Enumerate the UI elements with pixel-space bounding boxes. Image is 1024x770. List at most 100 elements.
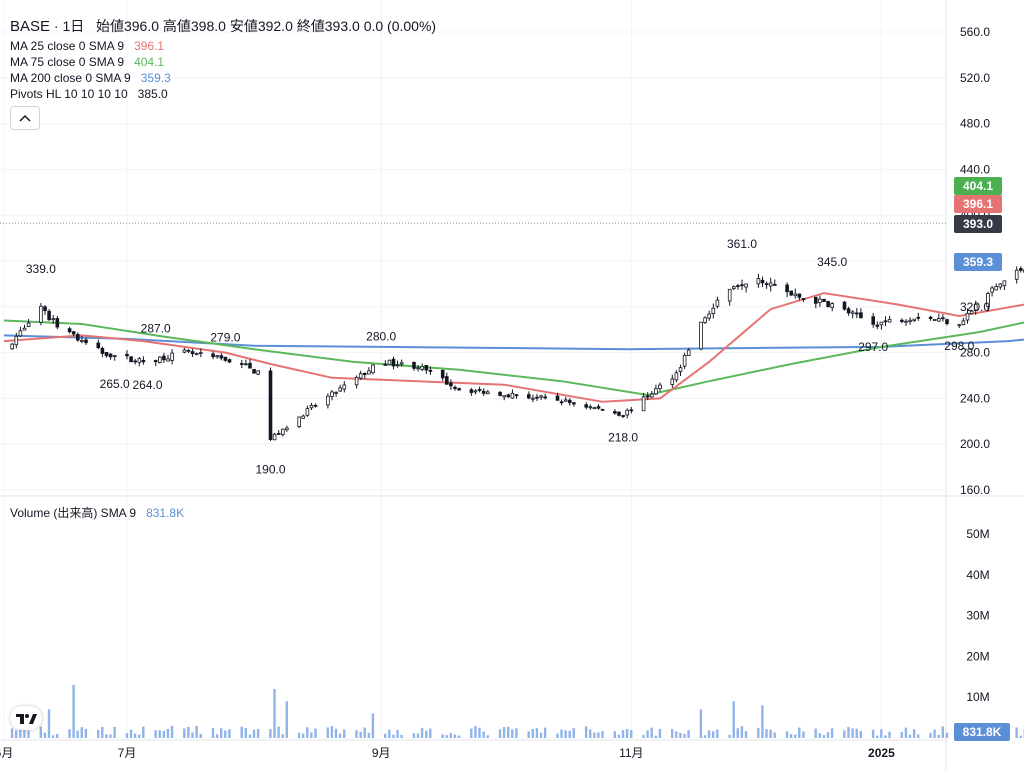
volume-bar	[502, 727, 506, 738]
volume-bar	[400, 734, 403, 738]
ma25-line	[3, 292, 1024, 403]
volume-bar	[703, 735, 707, 738]
candle-body	[842, 301, 847, 310]
time-tick-label: 2025	[868, 746, 895, 760]
volume-bar	[646, 730, 649, 738]
candle-body	[469, 389, 474, 393]
candle-body	[10, 343, 15, 350]
volume-bar	[306, 727, 309, 738]
candle-body	[367, 370, 371, 375]
collapse-legend-button[interactable]	[10, 106, 40, 130]
open-value: 396.0	[123, 18, 159, 34]
volume-bar	[728, 734, 731, 738]
volume-bar	[642, 734, 645, 738]
pivot-low-label: 265.0	[100, 377, 130, 391]
pivot-high-label: 345.0	[817, 255, 847, 269]
volume-bar	[818, 733, 821, 738]
volume-tick-label: 10M	[966, 690, 989, 704]
volume-bar	[650, 727, 653, 738]
volume-bar	[396, 729, 399, 738]
symbol-name[interactable]: BASE	[10, 18, 51, 35]
candle-body	[883, 320, 888, 323]
candle-body	[14, 335, 19, 346]
volume-bar	[80, 727, 83, 738]
indicator-ma200[interactable]: MA 200 close 0 SMA 9 359.3	[10, 70, 171, 86]
candle-body	[125, 353, 129, 357]
volume-bar	[138, 734, 141, 738]
volume-bar	[297, 732, 301, 738]
volume-bar	[187, 726, 190, 738]
price-tick-label: 320.0	[960, 300, 990, 314]
volume-bar	[441, 734, 444, 738]
candle-body	[133, 360, 138, 363]
volume-bar	[769, 729, 772, 738]
price-badge-label: 393.0	[963, 217, 993, 231]
candle-body	[740, 284, 744, 287]
candle-body	[768, 282, 773, 287]
ma75-line	[3, 319, 1024, 397]
candle-body	[621, 415, 625, 417]
volume-bar	[855, 728, 858, 738]
time-tick-label: 7月	[118, 746, 137, 760]
volume-bar	[228, 729, 231, 738]
candle-body	[600, 408, 605, 411]
candle-body	[338, 387, 342, 392]
candle-body	[826, 301, 830, 307]
pivot-low-label: 297.0	[858, 340, 888, 354]
candle-body	[535, 396, 539, 399]
candle-body	[1014, 269, 1019, 280]
candle-body	[773, 283, 777, 286]
candle-body	[744, 283, 748, 288]
volume-bar	[884, 735, 887, 738]
indicator-ma75[interactable]: MA 75 close 0 SMA 9 404.1	[10, 54, 164, 70]
open-label: 始値	[95, 18, 124, 34]
volume-bar	[732, 701, 735, 738]
pivot-high-label: 361.0	[727, 237, 757, 251]
candle-body	[563, 399, 568, 402]
volume-bar	[240, 726, 243, 738]
candle-body	[904, 320, 908, 323]
pivot-high-label: 280.0	[366, 330, 396, 344]
volume-bar	[211, 728, 215, 738]
candle-body	[391, 358, 396, 367]
volume-bar	[675, 731, 678, 738]
candle-body	[937, 318, 941, 322]
volume-bar	[474, 726, 477, 738]
candle-body	[268, 370, 273, 440]
volume-bar	[826, 732, 830, 738]
candle-body	[416, 367, 420, 370]
volume-bar	[699, 709, 703, 738]
volume-bar	[10, 728, 14, 738]
tradingview-logo-icon[interactable]	[10, 706, 42, 730]
high-value: 398.0	[190, 18, 226, 34]
candle-body	[957, 324, 962, 327]
volume-bar	[27, 730, 30, 738]
candle-body	[371, 364, 375, 374]
volume-bar	[486, 735, 489, 738]
candle-body	[945, 319, 949, 324]
indicator-pivots[interactable]: Pivots HL 10 10 10 10 385.0	[10, 86, 168, 102]
candle-body	[850, 311, 855, 314]
volume-bar	[876, 735, 879, 738]
volume-bar	[129, 729, 133, 738]
volume-bar	[515, 728, 518, 738]
volume-legend[interactable]: Volume (出来高) SMA 9 831.8K	[10, 504, 184, 521]
candle-body	[727, 288, 732, 302]
candle-body	[285, 427, 289, 431]
interval-label[interactable]: 1日	[62, 18, 85, 34]
pivot-low-label: 218.0	[608, 431, 638, 445]
candle-body	[18, 330, 23, 337]
indicator-ma25[interactable]: MA 25 close 0 SMA 9 396.1	[10, 38, 164, 54]
candle-body	[539, 395, 543, 398]
chevron-up-icon	[19, 115, 31, 122]
volume-bar	[142, 726, 145, 738]
candle-body	[162, 355, 166, 361]
volume-bar	[392, 734, 395, 738]
price-badge	[954, 253, 1002, 271]
candle-body	[170, 352, 174, 361]
candle-body	[645, 395, 650, 398]
candle-body	[211, 353, 215, 358]
volume-bar	[367, 732, 370, 738]
